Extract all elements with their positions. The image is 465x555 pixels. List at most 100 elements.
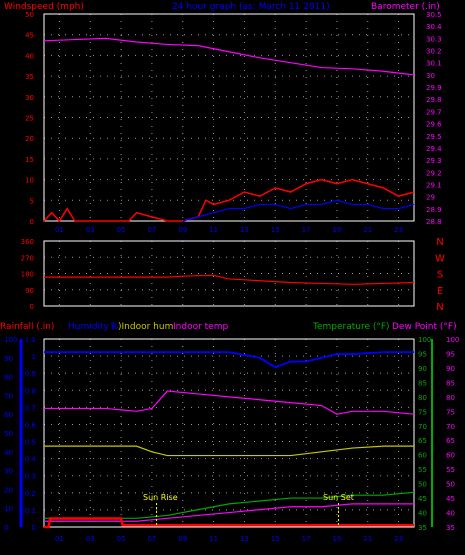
barometer-tick: 29.8 xyxy=(426,96,442,104)
hour-tick: 09 xyxy=(178,226,187,234)
hour-tick: 21 xyxy=(363,535,372,543)
dewpoint-label: Dew Point (°F) xyxy=(392,322,457,332)
temperature-tick-inner: 75 xyxy=(418,408,427,416)
temperature-tick: 80 xyxy=(446,394,455,402)
rainfall-tick: 0 xyxy=(32,524,36,532)
hour-tick: 19 xyxy=(332,226,341,234)
indoor-temp-line xyxy=(44,390,415,415)
hour-tick: 19 xyxy=(332,535,341,543)
hour-tick: 23 xyxy=(394,535,403,543)
compass-label: S xyxy=(437,270,443,281)
hour-tick: 17 xyxy=(302,226,311,234)
hour-tick: 15 xyxy=(271,535,280,543)
windspeed-tick: 45 xyxy=(25,32,34,40)
compass-label: E xyxy=(437,286,443,297)
sunrise-label: Sun Rise xyxy=(143,493,178,502)
barometer-axis-label: Barometer (.in) xyxy=(371,2,440,12)
temperature-tick: 50 xyxy=(446,481,455,489)
hour-tick: 13 xyxy=(240,226,249,234)
barometer-tick: 28.8 xyxy=(426,218,442,226)
hour-tick: 01 xyxy=(55,535,64,543)
temperature-tick: 45 xyxy=(446,495,455,503)
rainfall-tick: 1.1 xyxy=(25,336,36,344)
windspeed-tick: 50 xyxy=(25,11,34,19)
temperature-line xyxy=(44,491,415,519)
hour-tick: 07 xyxy=(147,226,156,234)
hour-tick: 05 xyxy=(117,226,126,234)
temperature-label: Temperature (°F) xyxy=(312,322,390,332)
hour-tick: 11 xyxy=(209,226,218,234)
barometer-tick: 29.3 xyxy=(426,157,442,165)
temperature-tick: 35 xyxy=(446,524,455,532)
barometer-tick: 30.1 xyxy=(426,60,442,68)
hour-tick: 05 xyxy=(117,535,126,543)
windspeed-tick: 35 xyxy=(25,73,34,81)
panel-frame-0 xyxy=(43,13,415,222)
humidity-tick: 40 xyxy=(4,449,13,457)
temperature-tick: 85 xyxy=(446,379,455,387)
direction-tick: 0 xyxy=(30,303,34,311)
barometer-tick: 29.2 xyxy=(426,169,442,177)
barometer-tick: 28.9 xyxy=(426,206,442,214)
windspeed-axis-label: Windspeed (mph) xyxy=(4,2,84,12)
direction-tick: 360 xyxy=(21,238,34,246)
barometer-tick: 29.4 xyxy=(426,145,442,153)
windspeed-line xyxy=(43,178,415,223)
windspeed-tick: 0 xyxy=(30,218,34,226)
barometer-tick: 30.5 xyxy=(426,11,442,19)
temperature-tick-inner: 35 xyxy=(418,524,427,532)
barometer-tick: 29.7 xyxy=(426,108,442,116)
temperature-tick-inner: 70 xyxy=(418,423,427,431)
compass-label: N xyxy=(436,302,443,313)
direction-tick: 180 xyxy=(21,271,34,279)
barometer-tick: 29 xyxy=(426,194,435,202)
hour-tick: 03 xyxy=(86,535,95,543)
humidity-tick: 20 xyxy=(4,486,13,494)
barometer-tick: 30.3 xyxy=(426,35,442,43)
rainfall-tick: 0.5 xyxy=(25,439,36,447)
temperature-tick-inner: 95 xyxy=(418,350,427,358)
temperature-tick-inner: 50 xyxy=(418,481,427,489)
rainfall-tick: 0.6 xyxy=(25,421,37,429)
sunset-label: Sun Set xyxy=(323,493,354,502)
temperature-tick: 65 xyxy=(446,437,455,445)
windspeed-tick: 30 xyxy=(25,94,34,102)
humidity-tick: 50 xyxy=(4,430,13,438)
temperature-tick-inner: 65 xyxy=(418,437,427,445)
humidity-tick: 30 xyxy=(4,468,13,476)
rainfall-tick: 0.8 xyxy=(25,387,36,395)
hour-tick: 11 xyxy=(209,535,218,543)
humidity-tick: 70 xyxy=(4,392,13,400)
hour-tick: 17 xyxy=(302,535,311,543)
humidity-tick: 90 xyxy=(4,355,13,363)
barometer-tick: 29.5 xyxy=(426,133,442,141)
temperature-tick: 75 xyxy=(446,408,455,416)
hour-tick: 23 xyxy=(394,226,403,234)
hour-tick: 21 xyxy=(363,226,372,234)
barometer-tick: 30.2 xyxy=(426,48,442,56)
temperature-tick-inner: 40 xyxy=(418,510,427,518)
temperature-tick: 70 xyxy=(446,423,455,431)
dewpoint-line xyxy=(44,503,414,522)
temperature-tick: 40 xyxy=(446,510,455,518)
temperature-tick-inner: 90 xyxy=(418,365,427,373)
barometer-tick: 29.6 xyxy=(426,121,442,129)
rainfall-tick: 0.1 xyxy=(25,507,36,515)
windspeed-tick: 20 xyxy=(25,135,34,143)
barometer-tick: 30 xyxy=(426,72,435,80)
direction-tick: 270 xyxy=(21,254,34,262)
temperature-tick: 95 xyxy=(446,350,455,358)
compass-label: W xyxy=(435,253,445,264)
temperature-tick-inner: 85 xyxy=(418,379,427,387)
compass-label: N xyxy=(436,237,443,248)
chart-title: 24 hour graph (as: March 11 2011) xyxy=(172,2,330,12)
humidity-tick: 60 xyxy=(4,411,13,419)
hour-tick: 15 xyxy=(271,226,280,234)
barometer-line xyxy=(43,37,415,76)
humidity-tick: 100 xyxy=(4,336,17,344)
panel-frame-1 xyxy=(43,240,415,307)
hour-tick: 09 xyxy=(178,535,187,543)
barometer-tick: 30.4 xyxy=(426,23,442,31)
rainfall-tick: 0.7 xyxy=(25,404,36,412)
